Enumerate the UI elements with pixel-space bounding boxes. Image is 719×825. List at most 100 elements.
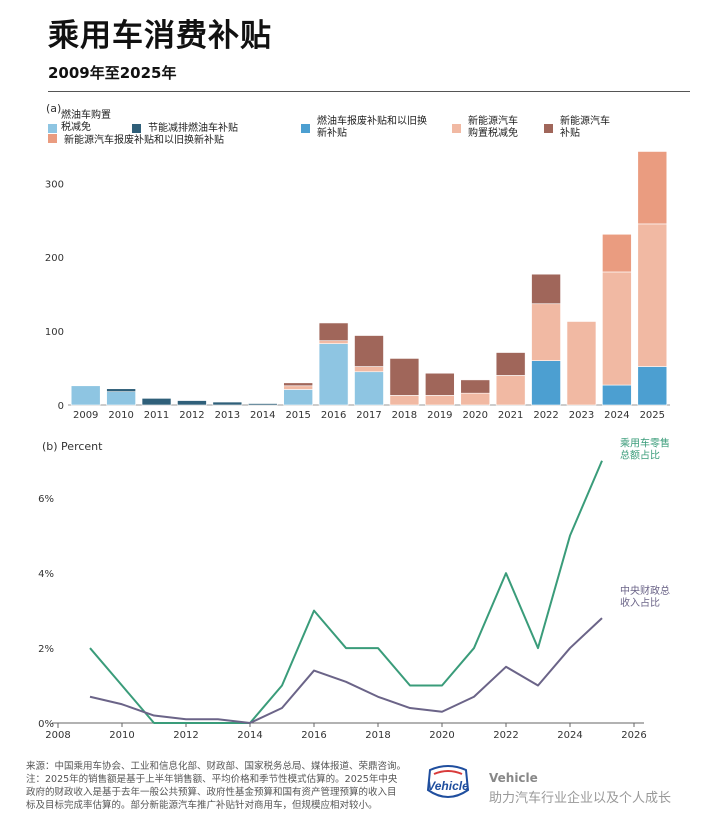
y-tick-label: 200 <box>45 253 64 264</box>
x-tick-label: 2016 <box>321 410 346 421</box>
legend-swatch <box>452 124 461 133</box>
bar-segment <box>495 352 526 376</box>
bar-segment <box>602 233 632 273</box>
y-tick-label: 4% <box>38 569 54 580</box>
y-tick-label: 6% <box>38 494 54 505</box>
x-tick-label: 2026 <box>621 730 646 741</box>
x-tick-label: 2020 <box>463 410 488 421</box>
bar-segment <box>531 273 561 305</box>
bar-segment <box>318 343 349 406</box>
x-tick-label: 2022 <box>533 410 558 421</box>
x-tick-label: 2008 <box>45 730 70 741</box>
series-label: 总额占比 <box>620 449 660 462</box>
y-tick-label: 2% <box>38 644 54 655</box>
bar-segment <box>354 335 384 367</box>
legend-swatch <box>48 134 57 143</box>
bar-segment <box>283 382 313 387</box>
legend-swatch <box>301 124 310 133</box>
bar-segment <box>70 385 101 406</box>
x-tick-label: 2011 <box>144 410 169 421</box>
source-note: 来源：中国乘用车协会、工业和信息化部、财政部、国家税务总局、媒体报道、荣鼎咨询。… <box>26 760 421 812</box>
bar-segment <box>425 372 455 396</box>
legend-label: 购置税减免 <box>468 126 518 139</box>
legend-label: 补贴 <box>560 126 580 139</box>
legend-label: 新能源汽车 <box>560 114 610 127</box>
bar-segment <box>318 322 349 341</box>
legend-item: 新能源汽车报废补贴和以旧换新补贴 <box>48 133 224 146</box>
bar-segment <box>177 400 207 406</box>
legend-swatch <box>48 124 57 133</box>
bar-segment <box>637 223 668 367</box>
y-tick-label: 0% <box>38 719 54 730</box>
page-subtitle: 2009年至2025年 <box>48 64 177 82</box>
x-tick-label: 2020 <box>429 730 454 741</box>
legend-label: 新补贴 <box>317 126 347 139</box>
x-tick-label: 2009 <box>73 410 98 421</box>
bar-segment <box>247 403 278 406</box>
panel-label-b: (b) Percent <box>42 440 103 453</box>
legend-label: 税减免 <box>61 120 91 133</box>
x-tick-label: 2019 <box>427 410 452 421</box>
series-label: 中央财政总 <box>620 584 670 597</box>
x-tick-label: 2013 <box>215 410 240 421</box>
x-tick-label: 2014 <box>250 410 275 421</box>
brand-tagline: 助力汽车行业企业以及个人成长 <box>489 791 672 806</box>
bar-segment <box>106 388 136 392</box>
legend-item: 节能减排燃油车补贴 <box>132 121 238 134</box>
x-tick-label: 2010 <box>108 410 133 421</box>
y-tick-label: 0 <box>58 401 64 412</box>
legend-swatch <box>132 124 141 133</box>
x-tick-label: 2023 <box>569 410 594 421</box>
x-tick-label: 2012 <box>173 730 198 741</box>
bar-segment <box>460 379 491 394</box>
x-tick-label: 2016 <box>301 730 326 741</box>
x-tick-label: 2018 <box>392 410 417 421</box>
x-tick-label: 2021 <box>498 410 523 421</box>
brand-name: Vehicle <box>489 771 538 785</box>
panel-label-a: (a) <box>46 102 61 115</box>
x-tick-label: 2017 <box>356 410 381 421</box>
bar-segment <box>141 398 172 406</box>
series-label: 乘用车零售 <box>620 437 670 450</box>
x-tick-label: 2014 <box>237 730 262 741</box>
title-divider <box>48 91 690 92</box>
series-line <box>89 617 603 724</box>
x-tick-label: 2022 <box>493 730 518 741</box>
bar-segment <box>637 366 668 406</box>
x-tick-label: 2024 <box>604 410 629 421</box>
legend-swatch <box>544 124 553 133</box>
x-tick-label: 2025 <box>640 410 665 421</box>
bar-segment <box>531 360 561 406</box>
x-tick-label: 2024 <box>557 730 582 741</box>
legend-label: 燃油车报废补贴和以旧换 <box>317 114 427 127</box>
legend-label: 新能源汽车 <box>468 114 518 127</box>
bar-segment <box>389 358 420 396</box>
page-title: 乘用车消费补贴 <box>48 18 272 54</box>
legend-label: 新能源汽车报废补贴和以旧换新补贴 <box>64 133 224 146</box>
car-shield-icon: Vehicle <box>426 765 469 798</box>
x-tick-label: 2012 <box>179 410 204 421</box>
legend-label: 燃油车购置 <box>61 108 111 121</box>
legend-label: 节能减排燃油车补贴 <box>148 121 238 134</box>
bar-segment <box>566 321 597 406</box>
series-line <box>89 460 603 724</box>
line-chart: (b) Percent 2008 2010 2012 2014 2016 2018 2020 2… <box>38 437 670 741</box>
bar-segment <box>495 375 526 406</box>
note-line: 标及目标完成率估算的。部分新能源汽车推广补贴针对商用车，但规模应相对较小。 <box>26 800 378 811</box>
bar-segment <box>637 151 668 225</box>
x-tick-label: 2015 <box>285 410 310 421</box>
series-label: 收入占比 <box>620 596 660 609</box>
note-line: 政府的财政收入是基于去年一般公共预算、政府性基金预算和国有资产管理预算的收入目 <box>26 787 397 798</box>
x-tick-label: 2018 <box>365 730 390 741</box>
bar-segment <box>212 401 243 406</box>
bar-segment <box>354 371 384 406</box>
y-tick-label: 300 <box>45 179 64 190</box>
note-line: 注：2025年的销售额是基于上半年销售额、平均价格和季节性模式估算的。2025年… <box>26 774 398 785</box>
x-tick-label: 2010 <box>109 730 134 741</box>
vehicle-logo: Vehicle <box>418 760 478 810</box>
